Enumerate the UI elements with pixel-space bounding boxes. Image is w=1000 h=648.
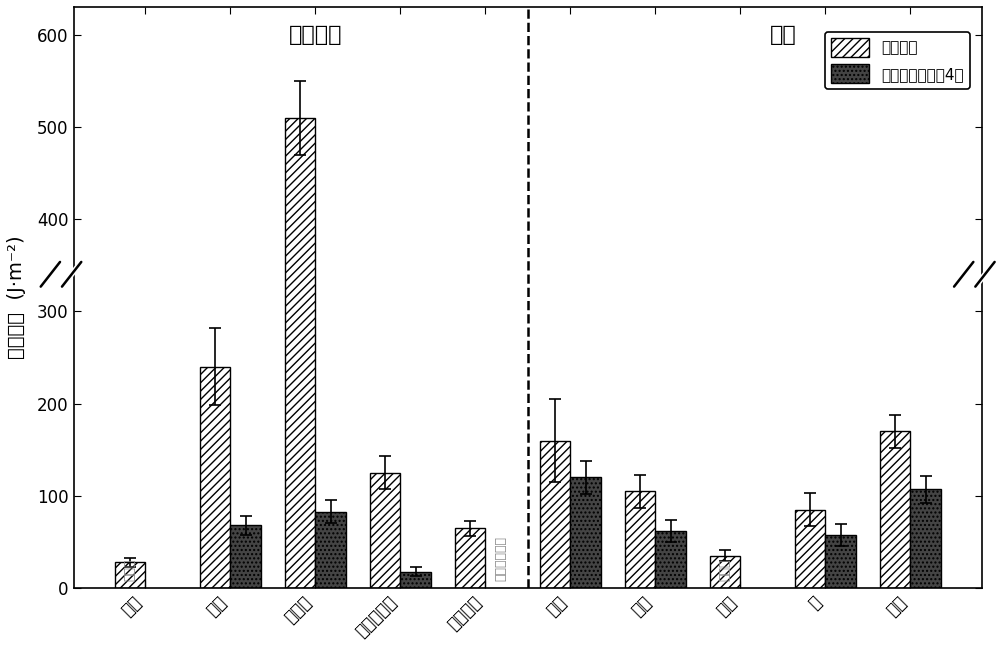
Bar	[625, 491, 655, 588]
Text: 脱粘附: 脱粘附	[124, 558, 137, 581]
Legend: 干燥环境, 磷酸盐缓冲液，4天: 干燥环境, 磷酸盐缓冲液，4天	[825, 32, 970, 89]
Bar	[655, 531, 686, 588]
Y-axis label: 界面韧性  (J·m⁻²): 界面韧性 (J·m⁻²)	[7, 236, 26, 360]
Bar	[825, 535, 856, 588]
Bar	[880, 432, 910, 588]
Text: 组织: 组织	[770, 25, 796, 45]
Bar	[795, 510, 825, 588]
Bar	[540, 441, 570, 588]
Bar	[230, 526, 261, 588]
Bar	[455, 528, 485, 588]
Text: 工程固体: 工程固体	[289, 25, 342, 45]
Bar	[115, 562, 145, 588]
Text: 脱粘附: 脱粘附	[719, 558, 732, 581]
Text: 低于检测阈値: 低于检测阈値	[494, 536, 507, 581]
Bar	[570, 478, 601, 588]
Bar	[285, 118, 315, 588]
Bar	[400, 572, 431, 588]
Bar	[200, 367, 230, 588]
Bar	[370, 473, 400, 588]
Bar	[315, 511, 346, 588]
Bar	[910, 489, 941, 588]
Bar	[710, 556, 740, 588]
